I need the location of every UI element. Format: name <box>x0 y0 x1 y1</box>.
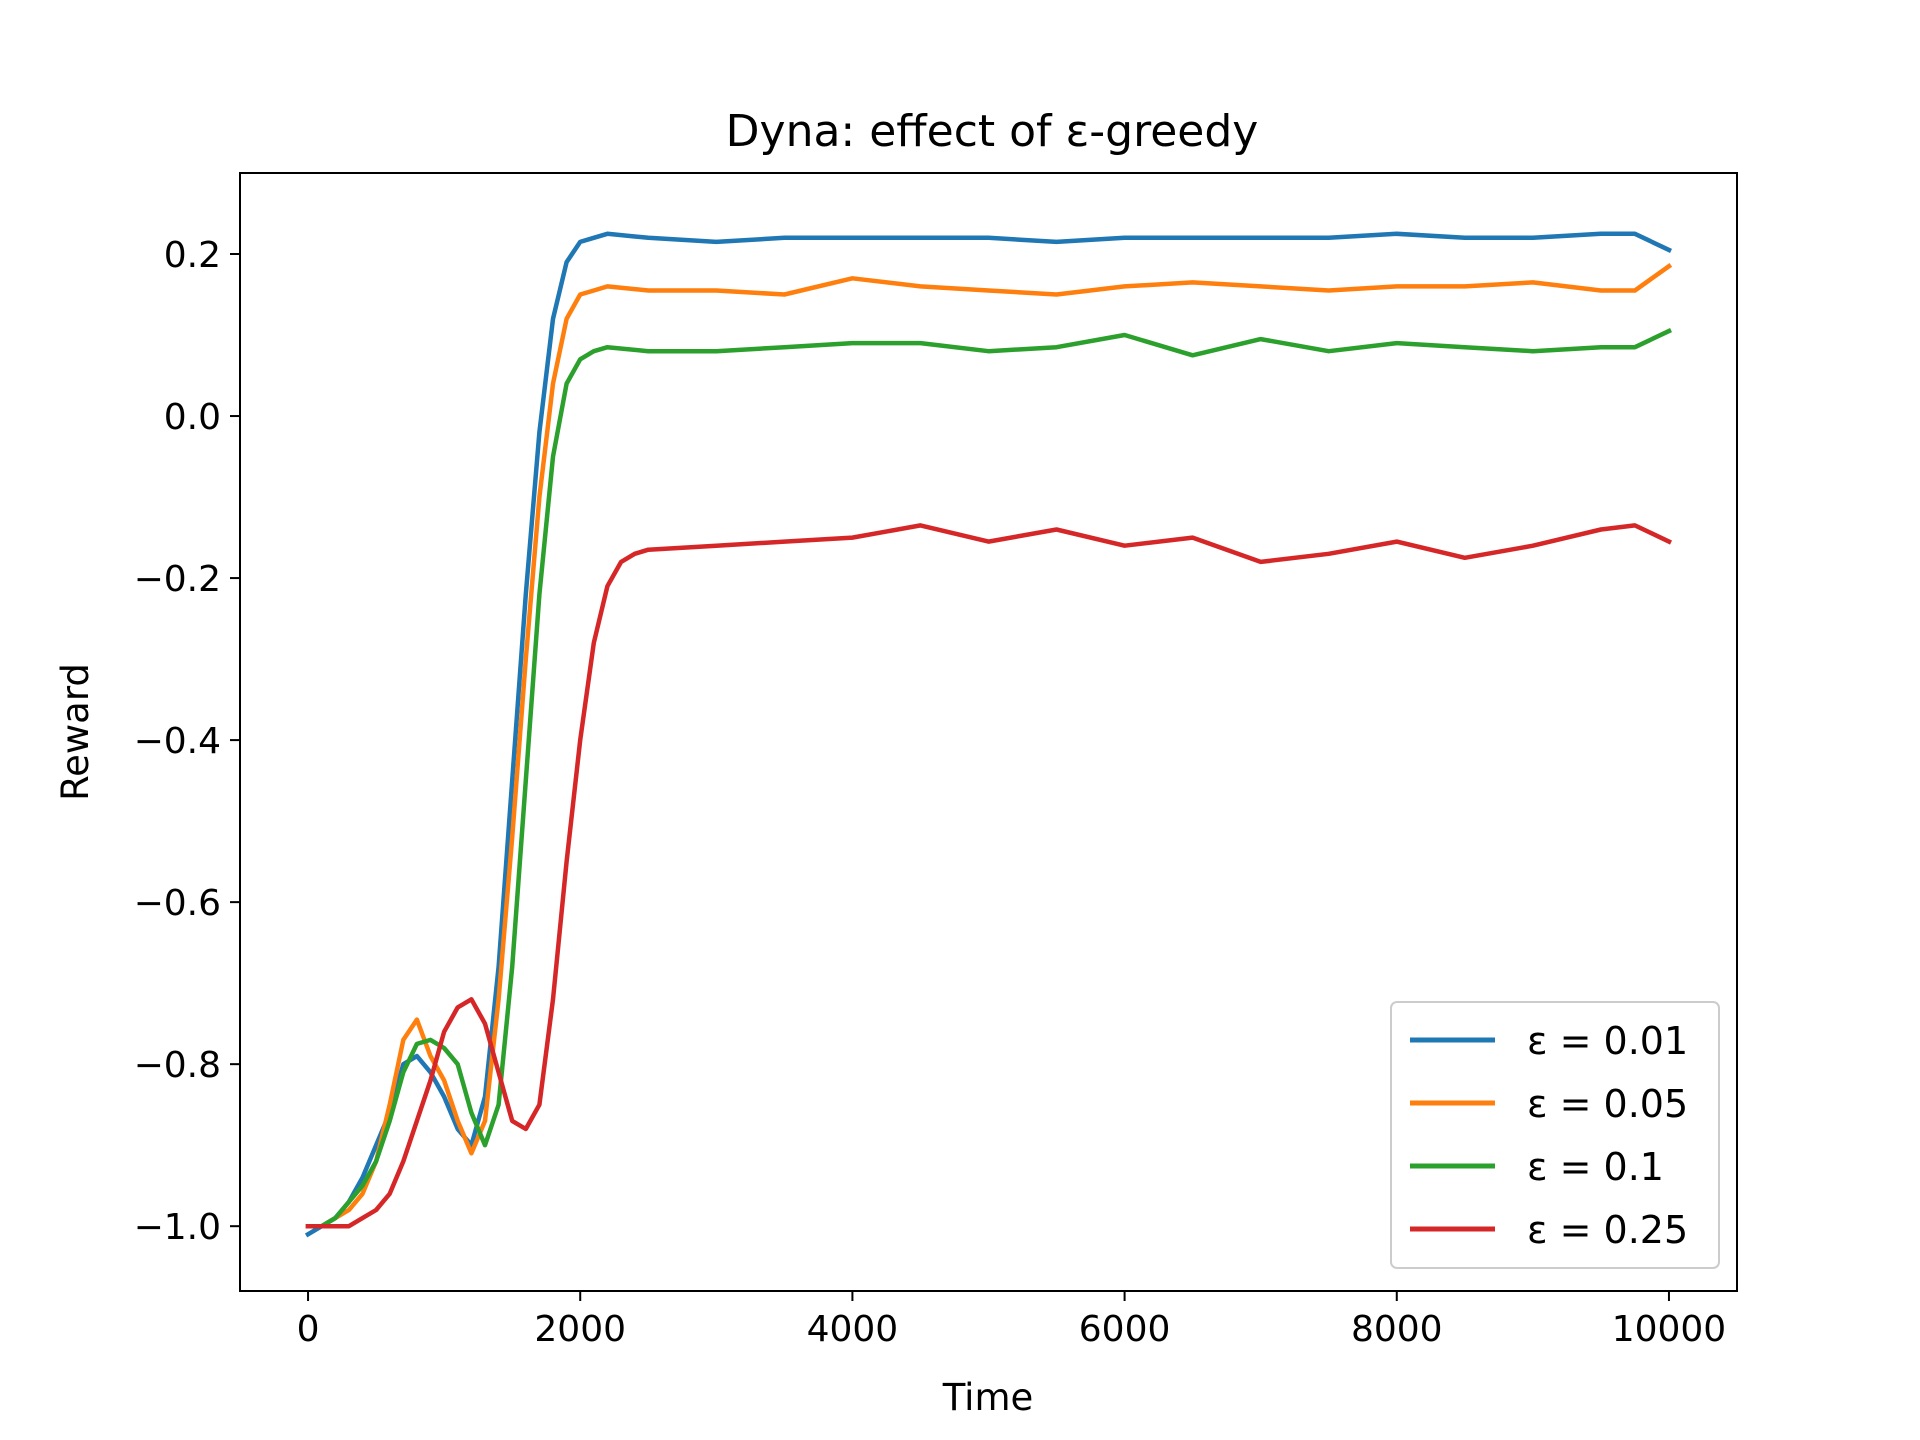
x-tick-label: 8000 <box>1351 1309 1443 1350</box>
y-tick-label: −0.4 <box>134 721 221 762</box>
legend-label: ε = 0.05 <box>1527 1082 1688 1126</box>
y-tick-label: −0.2 <box>134 559 221 600</box>
legend-label: ε = 0.1 <box>1527 1145 1664 1189</box>
x-tick-label: 0 <box>297 1309 320 1350</box>
x-tick-label: 6000 <box>1079 1309 1171 1350</box>
series-line-3 <box>305 328 1672 1229</box>
x-tick-label: 2000 <box>534 1309 626 1350</box>
legend-box <box>1390 1001 1720 1269</box>
x-axis-label: Time <box>942 1376 1034 1419</box>
legend-label: ε = 0.01 <box>1527 1019 1688 1063</box>
chart-title: Dyna: effect of ε-greedy <box>726 106 1259 157</box>
x-tick-label: 4000 <box>807 1309 899 1350</box>
y-tick-label: −0.6 <box>134 883 221 924</box>
legend-label: ε = 0.25 <box>1527 1208 1688 1252</box>
series-line-4 <box>305 523 1672 1229</box>
x-tick-label: 10000 <box>1612 1309 1727 1350</box>
y-tick-label: −0.8 <box>134 1045 221 1086</box>
axes-frame <box>239 172 1738 1292</box>
legend: ε = 0.01 ε = 0.05 ε = 0.1 ε = 0.25 <box>1390 1001 1720 1269</box>
y-tick-label: 0.2 <box>164 235 221 276</box>
y-axis-label: Reward <box>54 663 97 801</box>
y-tick-label: −1.0 <box>134 1207 221 1248</box>
series-line-2 <box>305 263 1673 1229</box>
plot-area <box>304 231 1673 1238</box>
y-tick-label: 0.0 <box>164 397 221 438</box>
axis-ticks: 0 2000 4000 6000 8000 10000 −1.0 −0.8 −0.6 −0.4 −0… <box>134 235 1727 1350</box>
